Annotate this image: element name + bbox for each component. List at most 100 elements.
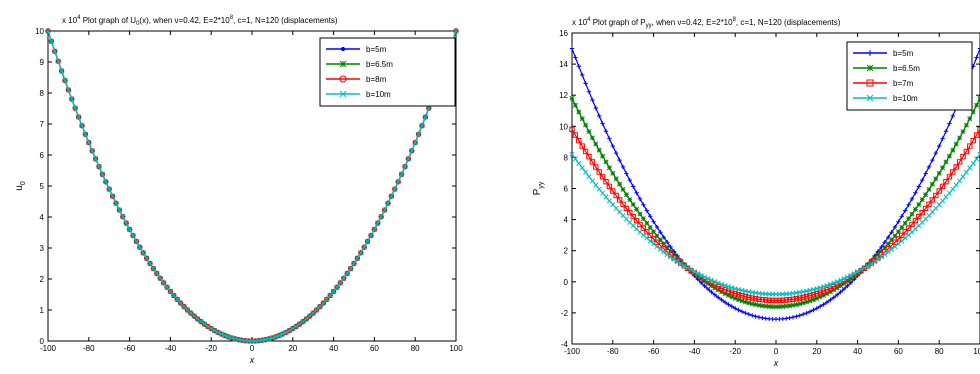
data-point	[708, 277, 714, 283]
data-point	[606, 165, 612, 171]
data-point	[208, 326, 214, 332]
data-point	[732, 295, 738, 301]
data-point	[637, 221, 643, 228]
data-point	[317, 303, 323, 310]
data-point	[712, 282, 718, 288]
data-point	[943, 178, 949, 185]
series-b10m	[569, 151, 980, 297]
data-point	[72, 105, 78, 111]
data-point	[831, 295, 836, 300]
x-tick-label: -100	[564, 347, 581, 356]
legend-label: b=7m	[893, 79, 914, 88]
data-point	[212, 328, 218, 334]
data-point	[296, 321, 303, 327]
y-tick-label: 8	[40, 89, 45, 98]
data-point	[573, 55, 578, 60]
data-point	[640, 216, 646, 222]
data-point	[154, 270, 160, 277]
y-tick-label: 5	[40, 182, 45, 191]
data-point	[409, 148, 415, 154]
data-point	[569, 151, 575, 157]
legend: b=5m b=6.5m b=8m b=10m	[319, 37, 456, 107]
data-point	[668, 248, 674, 254]
data-point	[79, 123, 85, 129]
x-tick-label: 60	[370, 344, 379, 353]
data-point	[919, 209, 925, 216]
data-point	[113, 200, 119, 206]
data-point	[405, 156, 411, 162]
data-point	[651, 229, 657, 235]
data-point	[382, 207, 388, 213]
data-point	[732, 290, 738, 297]
data-point	[766, 297, 772, 303]
y-axis-label: Pyy	[532, 181, 545, 195]
data-point	[831, 280, 837, 286]
data-point	[415, 131, 422, 137]
data-point	[773, 297, 779, 304]
data-point	[137, 244, 143, 250]
data-point	[354, 255, 360, 261]
data-point	[188, 310, 194, 316]
chart-title: x 104 Plot graph of U0(x), when ν=0.42, …	[62, 15, 338, 27]
data-point	[86, 139, 92, 146]
data-point	[970, 109, 976, 115]
data-point	[800, 294, 806, 301]
y-tick-label: 12	[559, 91, 568, 100]
data-point	[923, 171, 928, 176]
data-point	[943, 129, 949, 134]
data-point	[358, 250, 364, 256]
data-point	[620, 186, 626, 192]
data-point	[766, 303, 772, 309]
data-point	[610, 188, 616, 194]
data-point	[763, 297, 769, 303]
data-point	[956, 159, 963, 165]
y-tick-label: -2	[561, 309, 569, 318]
data-point	[892, 224, 898, 230]
data-point	[613, 192, 619, 199]
data-point	[339, 75, 347, 83]
data-point	[150, 266, 156, 272]
data-point	[631, 184, 636, 189]
data-point	[807, 293, 813, 299]
data-point	[613, 176, 619, 182]
data-point	[950, 169, 956, 175]
data-point	[688, 267, 694, 273]
data-point	[810, 292, 817, 298]
data-point	[422, 114, 428, 120]
data-point	[725, 292, 731, 298]
data-point	[106, 186, 112, 192]
data-point	[65, 87, 72, 93]
data-point	[371, 226, 377, 232]
data-point	[144, 255, 150, 261]
data-point	[739, 293, 745, 299]
data-point	[648, 214, 653, 219]
data-point	[641, 202, 646, 208]
data-point	[331, 288, 337, 294]
data-point	[719, 297, 724, 303]
data-point	[807, 309, 813, 314]
data-point	[402, 164, 408, 170]
data-point	[405, 156, 412, 162]
data-point	[120, 213, 126, 220]
data-point	[892, 233, 898, 239]
data-point	[596, 169, 602, 175]
data-point	[712, 279, 718, 285]
data-point	[82, 131, 88, 137]
data-point	[194, 316, 201, 322]
data-point	[589, 135, 595, 141]
data-point	[580, 72, 585, 78]
data-point	[375, 220, 381, 226]
data-point	[735, 292, 742, 298]
data-point	[637, 196, 643, 202]
data-point	[733, 306, 738, 311]
data-point	[886, 235, 891, 240]
data-point	[126, 226, 133, 233]
data-point	[807, 298, 813, 304]
x-tick-label: -20	[729, 347, 741, 356]
legend: b=5m b=6.5m b=7m b=10m	[846, 41, 973, 111]
data-point	[909, 211, 915, 217]
data-point	[715, 287, 721, 293]
data-point	[453, 28, 459, 34]
data-point	[726, 302, 731, 307]
data-point	[378, 213, 384, 220]
